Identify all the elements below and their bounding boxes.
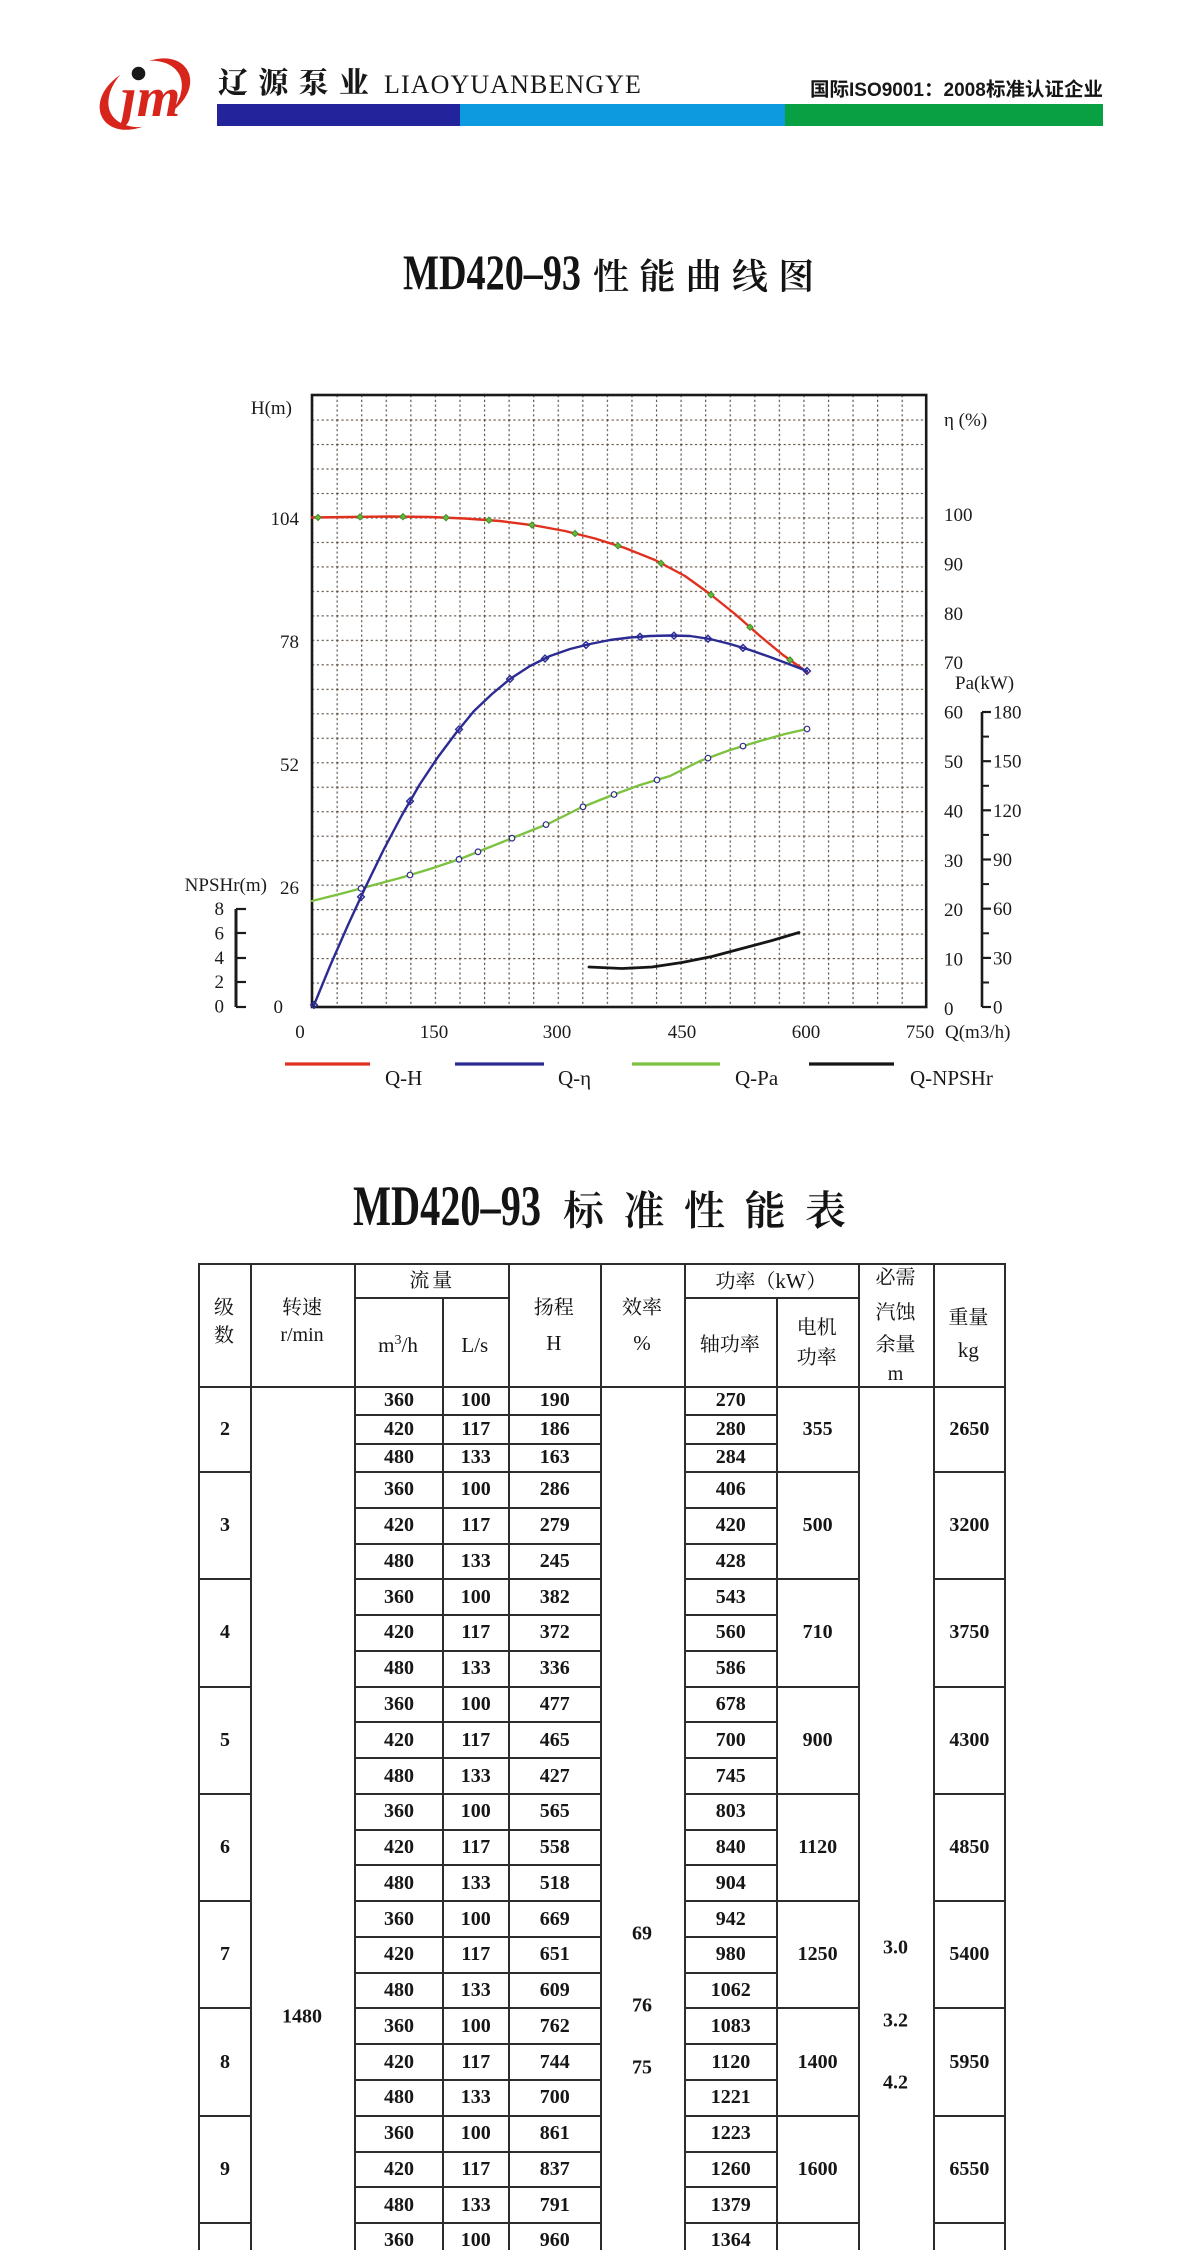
svg-text:6: 6 [215, 923, 225, 944]
svg-text:kg: kg [958, 1338, 980, 1362]
svg-text:Q(m3/h): Q(m3/h) [945, 1022, 1010, 1043]
svg-text:104: 104 [271, 509, 300, 530]
svg-text:0: 0 [993, 998, 1003, 1019]
svg-text:30: 30 [993, 948, 1012, 969]
svg-text:H(m): H(m) [251, 398, 292, 419]
svg-text:Pa(kW): Pa(kW) [955, 673, 1014, 694]
svg-text:120: 120 [993, 801, 1022, 822]
svg-text:%: % [633, 1331, 651, 1355]
svg-text:r/min: r/min [280, 1324, 323, 1346]
svg-text:100: 100 [944, 505, 973, 526]
svg-text:180: 180 [993, 703, 1022, 724]
svg-text:26: 26 [280, 878, 299, 899]
svg-text:52: 52 [280, 755, 299, 776]
svg-text:4: 4 [215, 948, 225, 969]
svg-text:η (%): η (%) [944, 410, 987, 431]
svg-text:NPSHr(m): NPSHr(m) [185, 875, 267, 896]
svg-text:MD420–93: MD420–93 [403, 244, 581, 300]
svg-text:0: 0 [215, 997, 225, 1018]
svg-text:78: 78 [280, 632, 299, 653]
svg-text:m3/h: m3/h [378, 1333, 418, 1357]
svg-text:Q-H: Q-H [385, 1066, 422, 1090]
svg-text:300: 300 [543, 1022, 572, 1043]
svg-text:m: m [888, 1363, 904, 1385]
svg-text:40: 40 [944, 801, 963, 822]
svg-text:H: H [546, 1331, 561, 1355]
svg-text:90: 90 [944, 554, 963, 575]
svg-text:ISO9001: ISO9001 [849, 80, 924, 101]
svg-text:90: 90 [993, 850, 1012, 871]
svg-text:L/s: L/s [461, 1333, 488, 1357]
svg-text:150: 150 [420, 1022, 449, 1043]
svg-text:Q-Pa: Q-Pa [735, 1066, 779, 1090]
svg-text:150: 150 [993, 752, 1022, 773]
svg-text:Q-η: Q-η [558, 1066, 591, 1090]
svg-text:70: 70 [944, 653, 963, 674]
svg-text:20: 20 [944, 900, 963, 921]
svg-text:750: 750 [906, 1022, 935, 1043]
svg-text:50: 50 [944, 752, 963, 773]
svg-text:MD420–93: MD420–93 [353, 1175, 541, 1238]
svg-text:10: 10 [944, 950, 963, 971]
svg-text:2: 2 [215, 972, 225, 993]
svg-text:600: 600 [792, 1022, 821, 1043]
svg-text:0: 0 [295, 1022, 305, 1043]
svg-text:80: 80 [944, 604, 963, 625]
svg-text:0: 0 [274, 997, 284, 1018]
svg-text:0: 0 [944, 999, 954, 1020]
svg-text:8: 8 [215, 899, 225, 920]
svg-text:2008: 2008 [944, 80, 986, 101]
svg-text:30: 30 [944, 851, 963, 872]
svg-text:Q-NPSHr: Q-NPSHr [910, 1066, 993, 1090]
svg-text:kW: kW [775, 1269, 806, 1293]
svg-text:60: 60 [944, 703, 963, 724]
svg-text:60: 60 [993, 899, 1012, 920]
svg-text:450: 450 [668, 1022, 697, 1043]
